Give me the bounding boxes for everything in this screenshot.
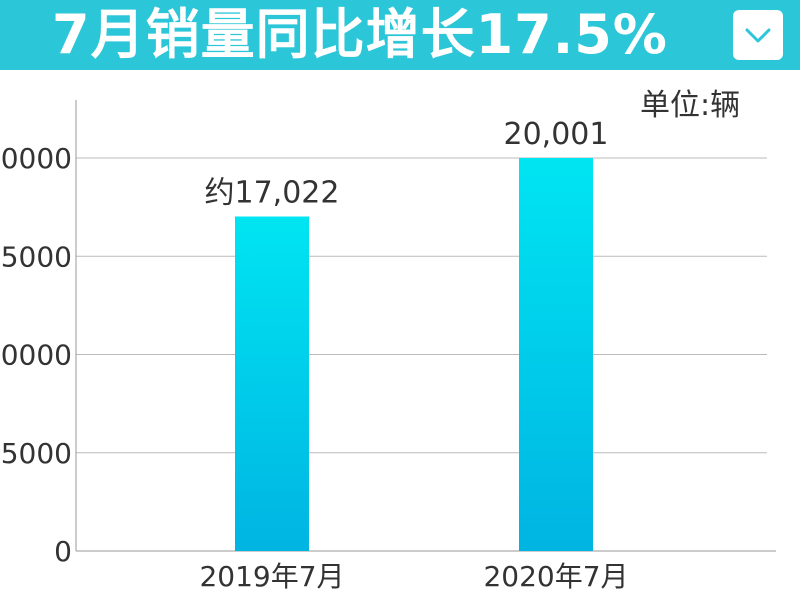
- bar: [235, 216, 309, 551]
- bars: [235, 157, 593, 551]
- y-tick-label: 0: [54, 535, 72, 568]
- x-tick-label: 2020年7月: [483, 560, 628, 593]
- axes: [75, 100, 776, 552]
- title-bar: 7月销量同比增长17.5%: [0, 0, 800, 70]
- y-tick-label: 15000: [0, 240, 72, 273]
- dropdown-button[interactable]: [733, 10, 783, 60]
- y-tick-label: 20000: [0, 142, 72, 175]
- unit-label: 单位:辆: [640, 88, 741, 123]
- chevron-down-icon: [745, 28, 771, 43]
- x-tick-label: 2019年7月: [199, 560, 344, 593]
- y-tick-label: 10000: [0, 339, 72, 372]
- data-label: 20,001: [504, 117, 609, 152]
- chart-title: 7月销量同比增长17.5%: [52, 3, 668, 66]
- data-label: 约17,022: [205, 176, 340, 211]
- y-tick-label: 5000: [1, 437, 72, 470]
- bar: [519, 157, 593, 551]
- labels: 0 5000 10000 15000 20000 约17,022 2019年7月 20,001…: [0, 117, 629, 593]
- gridlines: [76, 157, 767, 454]
